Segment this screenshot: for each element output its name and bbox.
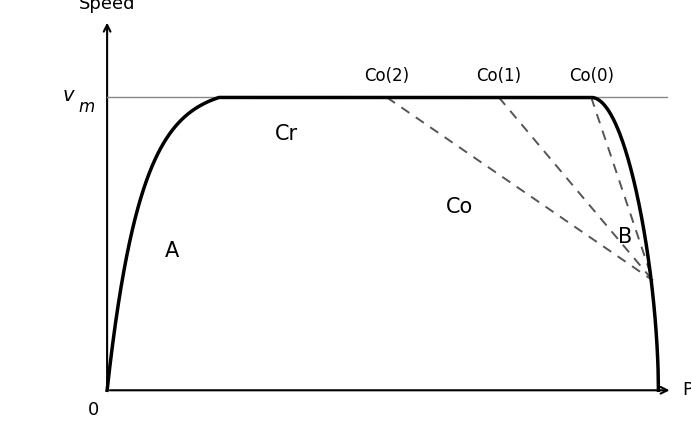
Text: Position: Position [682, 381, 691, 399]
Text: Co(0): Co(0) [569, 67, 614, 85]
Text: Co: Co [446, 197, 473, 217]
Text: B: B [618, 227, 632, 247]
Text: $m$: $m$ [78, 98, 95, 116]
Text: $v$: $v$ [62, 86, 76, 105]
Text: A: A [164, 241, 178, 261]
Text: Co(1): Co(1) [476, 67, 522, 85]
Text: Co(2): Co(2) [364, 67, 410, 85]
Text: 0: 0 [88, 401, 99, 419]
Text: Cr: Cr [274, 124, 298, 144]
Text: Speed: Speed [79, 0, 135, 13]
